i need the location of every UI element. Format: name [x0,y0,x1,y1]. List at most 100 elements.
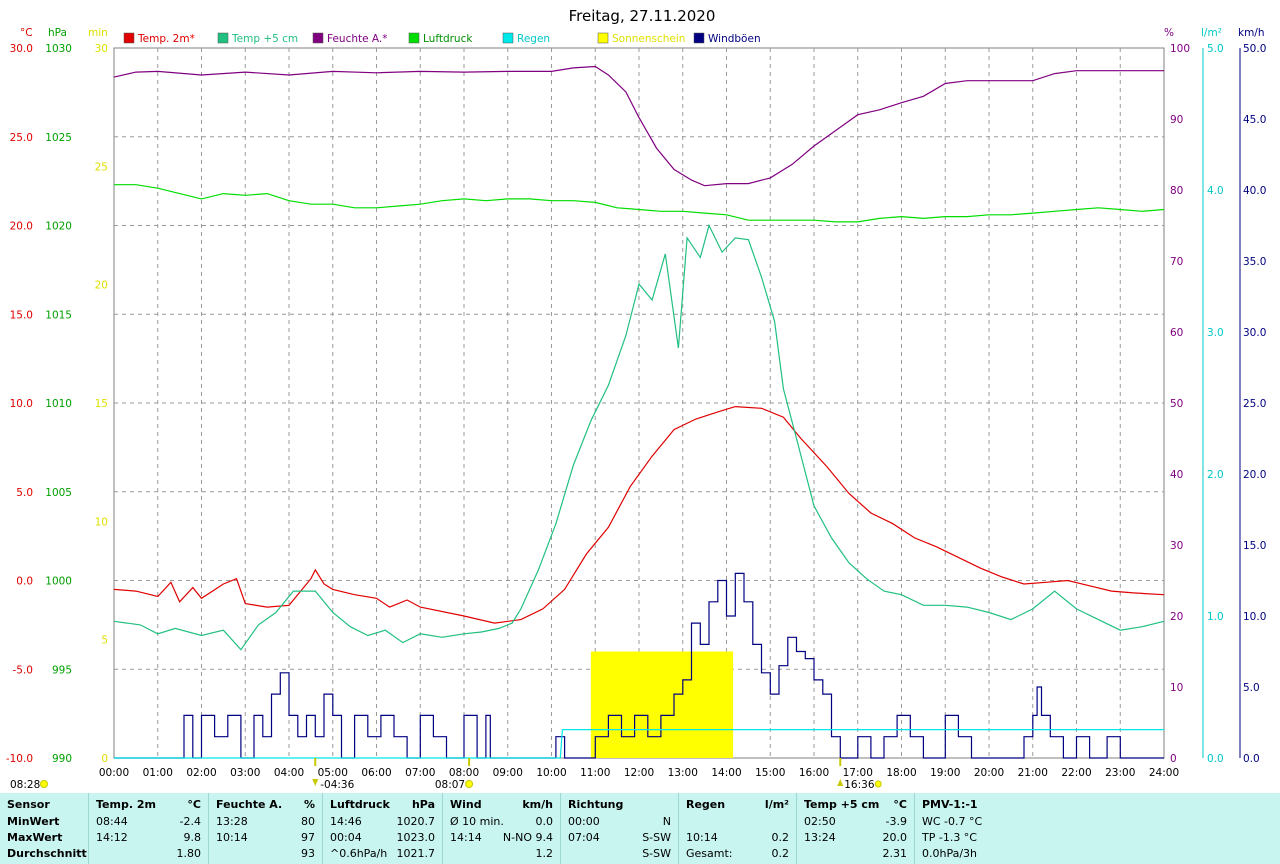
temp-tick-label: 5.0 [16,487,33,499]
wind-tick-label: 0.0 [1243,753,1260,765]
series-line-windb-en [114,572,1164,759]
stats-cell-value: 9.8 [183,831,202,844]
stats-cell-value: 1.2 [535,847,554,860]
rain-tick-label: 3.0 [1207,327,1224,339]
humidity-tick-label: 30 [1170,540,1183,552]
stats-header: Sensor [7,798,50,811]
stats-cell-value: S-SW [642,831,671,844]
time-tick-label: 08:00 [449,767,479,779]
time-tick-label: 21:00 [1018,767,1048,779]
sun-tick-label: 25 [95,161,108,173]
stats-cell-value: -2.4 [179,815,201,828]
series-line-feuchte-a [113,65,1164,187]
legend-swatch-sonnenschein [597,32,609,44]
sunshine-bar [590,651,734,758]
stats-cell-time: 02:50 [804,815,836,828]
stats-column: Luftdruck hPa 14:46 1020.7 00:04 1023.0 ^0.6hP… [322,793,443,864]
wind-tick-label: 35.0 [1243,256,1266,268]
sun-tick-label: 20 [95,280,108,292]
stats-unit: km/h [522,798,553,811]
legend-label-windb-en: Windböen [708,33,761,45]
legend-swatch-regen [502,32,514,44]
wind-tick-label: 20.0 [1243,469,1266,481]
time-tick-label: 22:00 [1061,767,1091,779]
series-line-temp-5-cm [113,223,1165,651]
stats-column: Temp. 2m °C 08:44 -2.4 14:12 9.8 1.80 [88,793,209,864]
pressure-tick-label: 1015 [45,309,72,321]
wind-tick-label: 10.0 [1243,611,1266,623]
stats-unit: % [303,798,315,811]
stats-cell-value: 97 [301,831,315,844]
stats-cell-value: 20.0 [882,831,908,844]
sunshine-bars [590,651,734,758]
moonset-icon [40,780,48,788]
sun-tick-label: 0 [101,753,108,765]
time-tick-label: 11:00 [580,767,610,779]
time-tick-label: 24:00 [1149,767,1179,779]
rain-tick-label: 1.0 [1207,611,1224,623]
legend-swatch-temp-2m [123,32,135,44]
pressure-tick-label: 1010 [45,398,72,410]
temp-tick-label: 10.0 [10,398,33,410]
legend-swatch-luftdruck [408,32,420,44]
legend-label-regen: Regen [517,33,550,45]
rain-tick-label: 0.0 [1207,753,1224,765]
temp-tick-label: 15.0 [10,309,33,321]
humidity-tick-label: 70 [1170,256,1183,268]
sunset-time: 16:36 [844,779,875,791]
series-line-temp-2m [113,405,1165,624]
legend-label-temp-5-cm: Temp +5 cm [231,33,298,45]
stats-header: PMV-1:-1 [922,798,978,811]
stats-column: PMV-1:-1 WC -0.7 °C TP -1.3 °C 0.0hPa/3h [914,793,1280,864]
weather-chart: °C 30.0 25.0 20.0 15.0 10.0 5.0 0.0 -5.0 -10.0 hPa… [6,7,1267,791]
stats-header: Wind [450,798,482,811]
stats-header: Temp. 2m [96,798,156,811]
series-line-regen [114,728,1164,759]
humidity-tick-label: 10 [1170,682,1183,694]
moonset-time: 08:28 [10,779,40,791]
wind-tick-label: 15.0 [1243,540,1266,552]
temp-tick-label: 25.0 [10,132,33,144]
pressure-tick-label: 1025 [45,132,72,144]
time-tick-label: 13:00 [668,767,698,779]
sun-axis-unit: min [88,27,108,39]
stats-cell-time: 00:00 [568,815,600,828]
time-tick-label: 01:00 [143,767,173,779]
sun-tick-label: 10 [95,516,108,528]
rain-tick-label: 4.0 [1207,185,1224,197]
humidity-tick-label: 50 [1170,398,1183,410]
stats-column: Regen l/m² 10:14 0.2 Gesamt: 0.2 [678,793,797,864]
legend-label-luftdruck: Luftdruck [423,33,473,45]
stats-cell-value: 0.2 [771,847,790,860]
time-tick-label: 06:00 [361,767,391,779]
stats-cell-value: 0.0 [535,815,554,828]
rain-axis-unit: l/m² [1201,27,1222,39]
temp-tick-label: 20.0 [10,221,33,233]
wind-tick-label: 25.0 [1243,398,1266,410]
stats-cell-time: 13:28 [216,815,248,828]
wind-tick-label: 50.0 [1243,43,1266,55]
stats-cell-value: N [662,815,671,828]
stats-cell-value: -3.9 [885,815,907,828]
pressure-tick-label: 990 [52,753,72,765]
legend-label-temp-2m: Temp. 2m* [137,33,195,45]
stats-unit: l/m² [764,798,789,811]
sun-tick-label: 15 [95,398,108,410]
stats-row-label: Durchschnitt [7,847,87,860]
stats-cell-time: 08:44 [96,815,128,828]
temp-tick-label: 30.0 [10,43,33,55]
humidity-tick-label: 100 [1170,43,1190,55]
stats-cell-value: 1020.7 [396,815,436,828]
stats-unit: °C [893,798,907,811]
stats-cell-time: 00:04 [330,831,362,844]
time-tick-label: 19:00 [930,767,960,779]
time-tick-label: 17:00 [843,767,873,779]
sunset-icon [874,780,882,788]
stats-cell-time: ^0.6hPa/h [330,847,388,860]
time-tick-label: 10:00 [536,767,566,779]
time-tick-label: 23:00 [1105,767,1135,779]
series-line-luftdruck [114,184,1165,223]
stats-cell-time: Gesamt: [686,847,733,860]
sun-tick-label: 5 [101,635,108,647]
chart-legend: Temp. 2m* Temp +5 cm Feuchte A.* Luftdruck R… [123,32,761,45]
